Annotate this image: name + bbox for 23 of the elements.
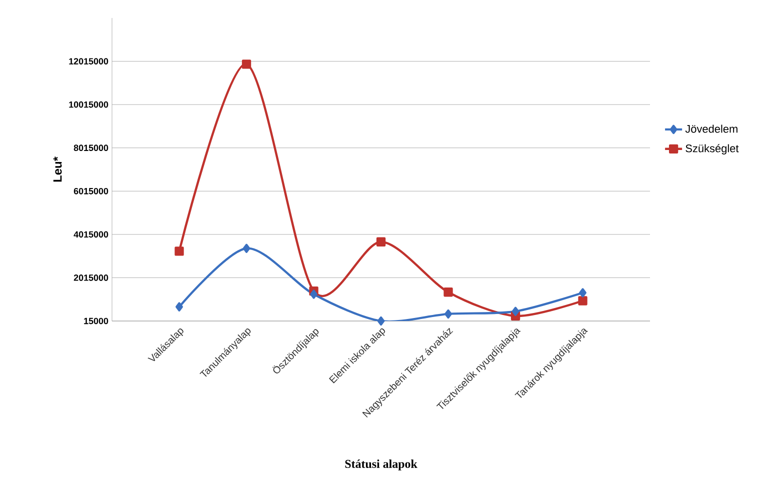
point — [376, 237, 386, 246]
y-axis-title: Leu* — [53, 156, 62, 182]
point — [242, 244, 250, 253]
y-tick-label: 6015000 — [74, 188, 108, 194]
point — [444, 288, 453, 297]
point — [174, 246, 184, 256]
x-axis-title: Státusi alapok — [345, 460, 418, 470]
point — [578, 296, 588, 306]
point — [176, 302, 183, 312]
point — [242, 60, 252, 69]
y-tick-label: 10015000 — [69, 101, 108, 108]
point — [579, 288, 586, 298]
legend-label: Szükséglet — [686, 144, 739, 154]
point — [310, 290, 318, 299]
y-tick-label: 15000 — [84, 318, 108, 324]
point — [512, 306, 520, 316]
point — [444, 309, 452, 319]
y-tick-label: 12015000 — [69, 58, 108, 64]
legend-label: Jövedelem — [685, 124, 738, 133]
point — [377, 316, 385, 326]
y-tick-label: 8015000 — [74, 144, 108, 152]
y-tick-label: 4015000 — [74, 231, 108, 238]
y-tick-label: 2015000 — [74, 274, 108, 281]
